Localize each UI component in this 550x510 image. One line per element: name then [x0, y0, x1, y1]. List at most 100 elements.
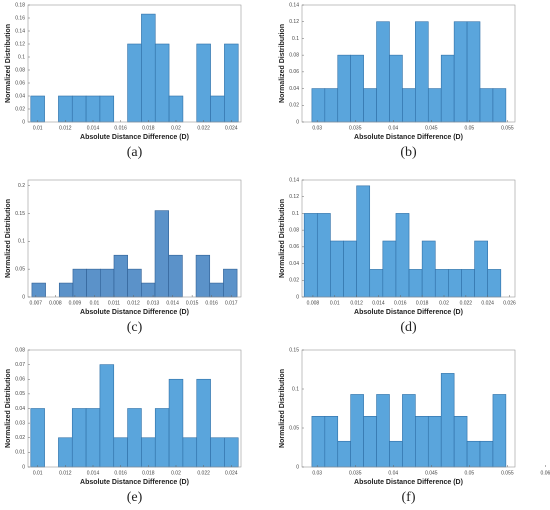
x-tick-label: 0.013: [147, 300, 160, 306]
bar: [154, 43, 170, 123]
bar: [461, 269, 475, 298]
x-tick-label: 0.024: [481, 300, 494, 306]
bar: [71, 95, 87, 123]
bar: [85, 95, 101, 123]
y-tick-label: 0.03: [15, 420, 25, 426]
y-tick-label: 0.14: [289, 2, 299, 8]
x-tick-label: 0.026: [503, 300, 516, 306]
x-tick-label: 0.01: [90, 300, 100, 306]
bar: [85, 408, 101, 468]
y-tick-label: 0.02: [289, 278, 299, 284]
x-tick-label: 0.008: [307, 300, 320, 306]
y-tick-label: 0.14: [15, 28, 25, 34]
y-tick-label: 0.1: [292, 36, 299, 42]
bar: [86, 268, 101, 298]
bar: [474, 240, 488, 298]
y-tick-label: 0: [296, 119, 299, 125]
bar: [224, 437, 239, 468]
bar: [127, 43, 142, 123]
bar: [168, 95, 184, 123]
bar: [427, 88, 442, 123]
bar: [58, 95, 73, 123]
y-tick-label: 0: [22, 294, 25, 300]
bar: [311, 415, 326, 468]
chart-panel: 0.007 0.008 0.009 0.01 0.011 0.012 0.013 0.014 0…: [5, 179, 242, 335]
caption: (d): [400, 320, 417, 335]
y-tick-label: 0.05: [15, 391, 25, 397]
bar: [141, 282, 156, 298]
x-tick-label: 0.01: [330, 300, 340, 306]
x-tick-label: 0.012: [59, 125, 72, 131]
chart-panel: 0.01 0.012 0.014 0.016 0.018 0.02 0.022 0.024 0 0…: [5, 2, 242, 160]
bar: [487, 269, 502, 298]
x-tick-label: 0.014: [166, 300, 179, 306]
x-tick-label: 0.05: [464, 470, 474, 476]
bar: [141, 437, 156, 468]
x-tick-label: 0.012: [350, 300, 363, 306]
y-tick-label: 0.12: [289, 194, 299, 200]
x-tick-label: 0.012: [59, 470, 72, 476]
bar: [154, 408, 170, 468]
x-tick-label: 0.016: [114, 125, 127, 131]
x-tick-label: 0.035: [349, 125, 362, 131]
y-axis-label: Normalized Distribution: [5, 369, 12, 448]
bar: [453, 21, 468, 123]
bar: [492, 88, 507, 123]
x-tick-label: 0.03: [312, 125, 322, 131]
x-tick-label: 0.014: [87, 125, 100, 131]
y-tick-label: 0.2: [18, 183, 25, 189]
y-axis-label: Normalized Distribution: [279, 24, 286, 103]
y-tick-label: 0: [22, 464, 25, 470]
x-axis-label: Absolute Distance Difference (D): [354, 479, 463, 486]
x-tick-label: 0.018: [142, 470, 155, 476]
x-tick-label: 0.01: [33, 470, 43, 476]
bar: [415, 415, 429, 468]
bar: [466, 21, 481, 123]
bar: [154, 210, 169, 298]
bar: [195, 254, 211, 298]
caption: (e): [127, 490, 143, 505]
x-tick-label: 0.045: [425, 125, 438, 131]
y-tick-label: 0.02: [15, 106, 25, 112]
bar: [72, 268, 87, 298]
x-axis-label: Absolute Distance Difference (D): [80, 479, 189, 486]
x-tick-label: 0.017: [225, 300, 238, 306]
y-axis-label: Normalized Distribution: [5, 24, 12, 103]
bar: [453, 415, 468, 468]
bar: [196, 43, 211, 123]
bar: [492, 394, 507, 468]
bar: [182, 437, 198, 468]
plot-frame: [27, 4, 242, 123]
x-axis-label: Absolute Distance Difference (D): [354, 309, 463, 316]
bar: [127, 268, 142, 298]
y-tick-label: 0.06: [15, 80, 25, 86]
y-axis-label: Normalized Distribution: [279, 199, 286, 278]
y-tick-label: 0.05: [289, 425, 299, 431]
bar: [324, 415, 339, 468]
plot-frame: [301, 349, 516, 468]
y-tick-label: 0: [296, 294, 299, 300]
x-axis-label: Absolute Distance Difference (D): [80, 309, 189, 316]
x-tick-label: 0.03: [312, 470, 322, 476]
bar: [127, 408, 142, 468]
bar: [448, 269, 462, 298]
bar: [58, 282, 74, 298]
y-tick-label: 0.02: [15, 435, 25, 441]
x-tick-label: 0.007: [30, 300, 43, 306]
x-tick-label: 0.04: [388, 470, 398, 476]
chart-panel: 0.03 0.035 0.04 0.045 0.05 0.055 0.06 0 0.05 0.1 0…: [279, 347, 550, 505]
x-tick-label: 0.016: [205, 300, 218, 306]
x-tick-label: 0.008: [49, 300, 62, 306]
y-tick-label: 0: [22, 119, 25, 125]
y-tick-label: 0.04: [15, 406, 25, 412]
bar: [30, 95, 45, 123]
x-tick-label: 0.009: [69, 300, 82, 306]
x-tick-label: 0.022: [460, 300, 473, 306]
plot-frame: [301, 4, 516, 123]
y-tick-label: 0.1: [18, 239, 25, 245]
x-tick-label: 0.024: [225, 125, 238, 131]
bar: [350, 54, 364, 123]
bar: [141, 13, 156, 123]
x-tick-label: 0.06: [541, 470, 550, 476]
x-tick-label: 0.02: [439, 300, 449, 306]
